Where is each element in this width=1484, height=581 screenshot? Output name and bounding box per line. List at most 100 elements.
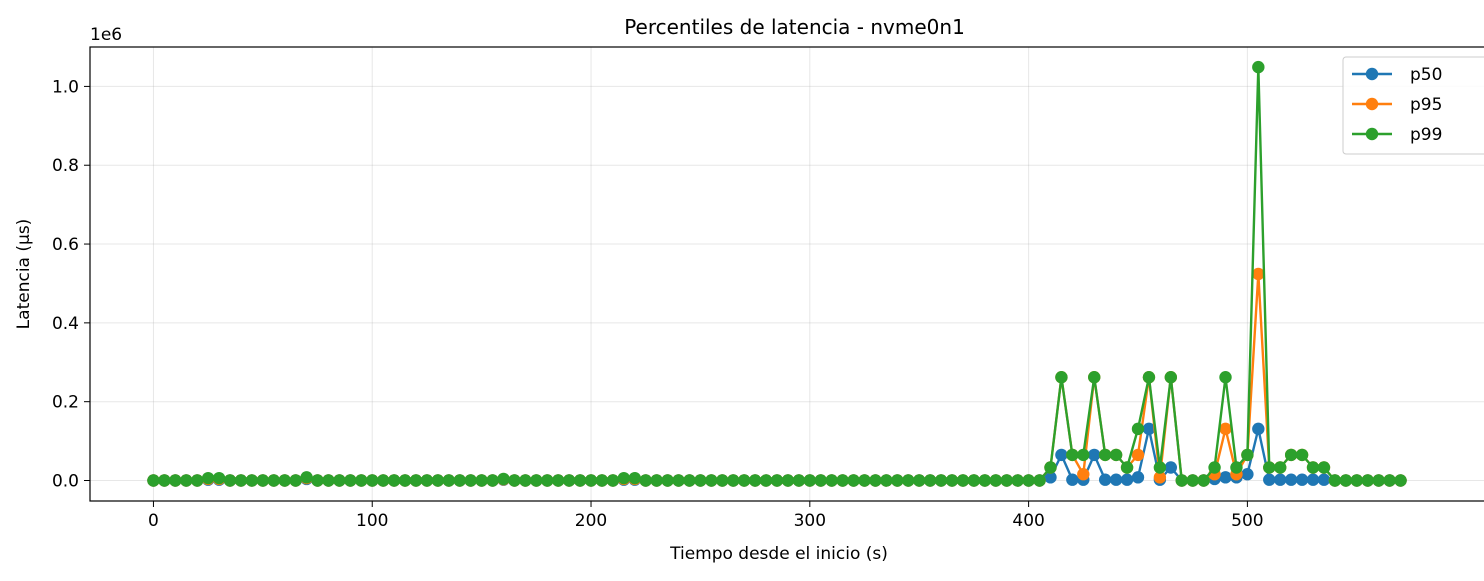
data-point-p99 [1306,461,1320,474]
data-point-p99 [650,474,663,487]
chart-title: Percentiles de latencia - nvme0n1 [624,15,965,39]
data-point-p99 [376,474,390,487]
data-point-p50 [1055,448,1068,462]
data-point-p99 [1317,461,1331,474]
data-point-p99 [1088,371,1101,384]
data-point-p99 [606,474,620,487]
data-point-p99 [1109,448,1123,462]
data-point-p50 [1306,473,1320,486]
data-point-p99 [1033,474,1046,487]
data-point-p95 [1153,471,1167,484]
data-point-p99 [1153,461,1167,474]
data-point-p99 [1077,448,1090,462]
x-tick-label: 300 [794,511,826,531]
data-point-p99 [902,474,915,487]
data-point-p95 [1219,422,1232,436]
data-point-p50 [1109,473,1123,486]
data-point-p99 [1350,474,1363,487]
data-point-p99 [464,474,477,487]
data-point-p99 [989,474,1002,487]
data-point-p99 [1274,461,1287,474]
data-point-p99 [322,474,335,487]
x-tick-label: 400 [1012,511,1044,531]
data-point-p99 [1361,474,1374,487]
data-point-p99 [158,474,171,487]
data-point-p99 [803,474,817,487]
data-point-p50 [1295,473,1309,486]
data-point-p99 [748,474,762,487]
x-tick-label: 0 [148,511,159,531]
data-point-p99 [705,474,718,487]
data-point-p99 [300,471,313,484]
data-point-p99 [573,474,587,487]
data-point-p99 [234,474,248,487]
data-point-p99 [442,474,456,487]
x-axis-label: Tiempo desde el inicio (s) [669,544,888,564]
data-point-p99 [1328,474,1342,487]
data-point-p99 [934,474,948,487]
ticks: 0 100 200 300 400 500 0.0 0.2 0.4 0.6 0.8 1.0 [52,77,1264,531]
y-tick-label: 1.0 [52,77,79,97]
data-point-p99 [639,474,652,487]
data-point-p95 [1252,267,1265,281]
y-axis-label: Latencia (µs) [14,219,34,330]
data-point-p99 [1175,474,1188,487]
data-point-p99 [1295,448,1309,462]
data-point-p50 [1088,448,1101,462]
data-point-p99 [1131,422,1145,436]
data-point-p99 [737,474,751,487]
data-point-p99 [212,471,226,485]
data-point-p99 [628,471,641,485]
data-point-p99 [453,474,466,487]
legend-label-p95: p95 [1410,95,1442,115]
data-point-p99 [475,474,488,487]
data-point-p99 [267,474,280,487]
y-tick-label: 0.2 [52,393,79,413]
data-point-p99 [1011,474,1024,487]
legend-label-p99: p99 [1410,125,1442,145]
data-point-p99 [825,474,838,487]
data-point-p99 [409,474,423,487]
data-point-p99 [344,474,357,487]
data-point-p99 [759,474,773,487]
x-tick-label: 500 [1231,511,1263,531]
data-point-p95 [1131,448,1145,462]
data-point-p99 [1197,474,1210,487]
data-point-p99 [278,474,291,487]
data-point-p50 [1252,422,1265,436]
data-point-p99 [245,474,259,487]
data-point-p99 [1120,461,1134,474]
data-point-p99 [1383,474,1396,487]
legend-marker-p95 [1365,97,1379,111]
data-point-p50 [1284,473,1298,486]
data-point-p99 [945,474,959,487]
data-point-p50 [1164,461,1178,474]
data-point-p99 [923,474,937,487]
data-point-p99 [858,474,871,487]
legend-marker-p99 [1365,127,1379,141]
data-point-p99 [486,474,499,487]
data-point-p99 [781,474,795,487]
data-point-p99 [913,474,926,487]
data-point-p99 [1208,461,1221,474]
axes-frame [89,46,1484,502]
data-point-p50 [1274,473,1287,486]
legend: p50 p95 p99 [1342,56,1484,155]
y-tick-label: 0.8 [52,156,79,176]
data-point-p99 [1252,60,1265,74]
data-point-p99 [672,474,685,487]
data-point-p99 [1055,371,1068,384]
data-point-p50 [1263,473,1276,486]
data-point-p99 [1372,474,1385,487]
data-point-p99 [880,474,893,487]
data-point-p50 [1066,473,1079,486]
data-point-p99 [311,474,324,487]
y-tick-label: 0.0 [52,472,79,492]
data-point-p99 [562,474,576,487]
data-point-p99 [1000,474,1013,487]
data-point-p50 [1131,471,1145,484]
data-point-p99 [508,474,521,487]
data-point-p50 [1317,473,1331,486]
